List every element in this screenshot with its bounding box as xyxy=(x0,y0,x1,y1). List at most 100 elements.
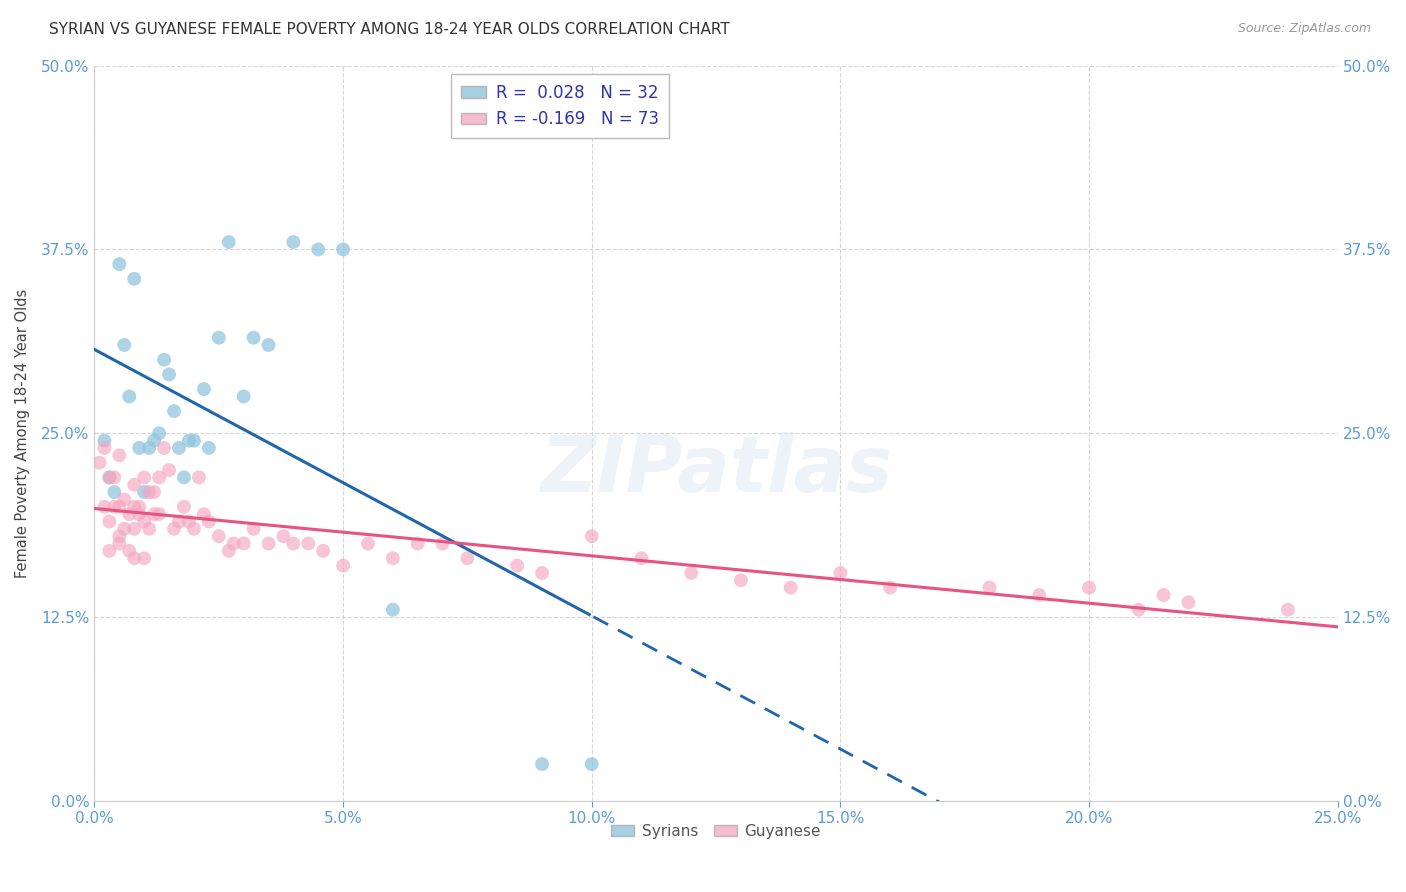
Point xyxy=(312,544,335,558)
Point xyxy=(108,500,131,514)
Point xyxy=(163,404,186,418)
Point xyxy=(93,434,115,448)
Point xyxy=(122,477,145,491)
Point xyxy=(242,522,264,536)
Point xyxy=(1177,595,1199,609)
Point xyxy=(1028,588,1050,602)
Point xyxy=(779,581,801,595)
Point xyxy=(198,515,221,529)
Text: ZIPatlas: ZIPatlas xyxy=(540,432,893,508)
Point xyxy=(1153,588,1175,602)
Point xyxy=(208,529,231,543)
Point xyxy=(283,235,305,249)
Point xyxy=(681,566,703,580)
Point xyxy=(406,536,429,550)
Point xyxy=(128,507,150,521)
Point xyxy=(183,522,205,536)
Point xyxy=(122,500,145,514)
Point xyxy=(128,441,150,455)
Point xyxy=(122,272,145,286)
Point xyxy=(167,515,190,529)
Point xyxy=(1277,603,1299,617)
Point xyxy=(98,515,121,529)
Point xyxy=(307,243,329,257)
Point xyxy=(89,456,111,470)
Point xyxy=(177,434,200,448)
Point xyxy=(506,558,529,573)
Point xyxy=(198,441,221,455)
Point xyxy=(98,470,121,484)
Point xyxy=(218,235,240,249)
Point xyxy=(112,338,135,352)
Point xyxy=(187,470,209,484)
Point xyxy=(98,544,121,558)
Point xyxy=(232,389,254,403)
Point xyxy=(138,441,160,455)
Point xyxy=(173,500,195,514)
Point xyxy=(138,485,160,500)
Point xyxy=(173,470,195,484)
Point xyxy=(830,566,852,580)
Point xyxy=(581,529,603,543)
Point xyxy=(456,551,478,566)
Point xyxy=(108,257,131,271)
Point xyxy=(93,500,115,514)
Point xyxy=(153,352,176,367)
Point xyxy=(118,544,141,558)
Point xyxy=(122,551,145,566)
Point xyxy=(283,536,305,550)
Point xyxy=(979,581,1001,595)
Point xyxy=(108,529,131,543)
Point xyxy=(134,515,156,529)
Point xyxy=(257,338,280,352)
Point xyxy=(148,426,170,441)
Point xyxy=(138,522,160,536)
Point xyxy=(1078,581,1101,595)
Point xyxy=(630,551,652,566)
Y-axis label: Female Poverty Among 18-24 Year Olds: Female Poverty Among 18-24 Year Olds xyxy=(15,289,30,578)
Point xyxy=(432,536,454,550)
Point xyxy=(103,485,125,500)
Point xyxy=(222,536,245,550)
Point xyxy=(530,757,553,772)
Point xyxy=(257,536,280,550)
Point xyxy=(879,581,901,595)
Point xyxy=(153,441,176,455)
Point xyxy=(143,434,166,448)
Point xyxy=(122,522,145,536)
Point xyxy=(148,507,170,521)
Point xyxy=(381,603,404,617)
Point xyxy=(381,551,404,566)
Point xyxy=(112,492,135,507)
Point xyxy=(108,448,131,462)
Point xyxy=(103,500,125,514)
Point xyxy=(218,544,240,558)
Point xyxy=(118,389,141,403)
Point xyxy=(332,243,354,257)
Legend: Syrians, Guyanese: Syrians, Guyanese xyxy=(606,817,827,845)
Point xyxy=(357,536,380,550)
Point xyxy=(134,551,156,566)
Point xyxy=(112,522,135,536)
Point xyxy=(183,434,205,448)
Point xyxy=(177,515,200,529)
Point xyxy=(134,485,156,500)
Point xyxy=(193,382,215,396)
Point xyxy=(128,500,150,514)
Point xyxy=(157,368,180,382)
Point xyxy=(103,470,125,484)
Point xyxy=(98,470,121,484)
Point xyxy=(143,485,166,500)
Point xyxy=(143,507,166,521)
Point xyxy=(108,536,131,550)
Point xyxy=(332,558,354,573)
Point xyxy=(297,536,319,550)
Point xyxy=(208,331,231,345)
Point xyxy=(163,522,186,536)
Text: SYRIAN VS GUYANESE FEMALE POVERTY AMONG 18-24 YEAR OLDS CORRELATION CHART: SYRIAN VS GUYANESE FEMALE POVERTY AMONG … xyxy=(49,22,730,37)
Point xyxy=(118,507,141,521)
Point xyxy=(1128,603,1150,617)
Point xyxy=(242,331,264,345)
Text: Source: ZipAtlas.com: Source: ZipAtlas.com xyxy=(1237,22,1371,36)
Point xyxy=(581,757,603,772)
